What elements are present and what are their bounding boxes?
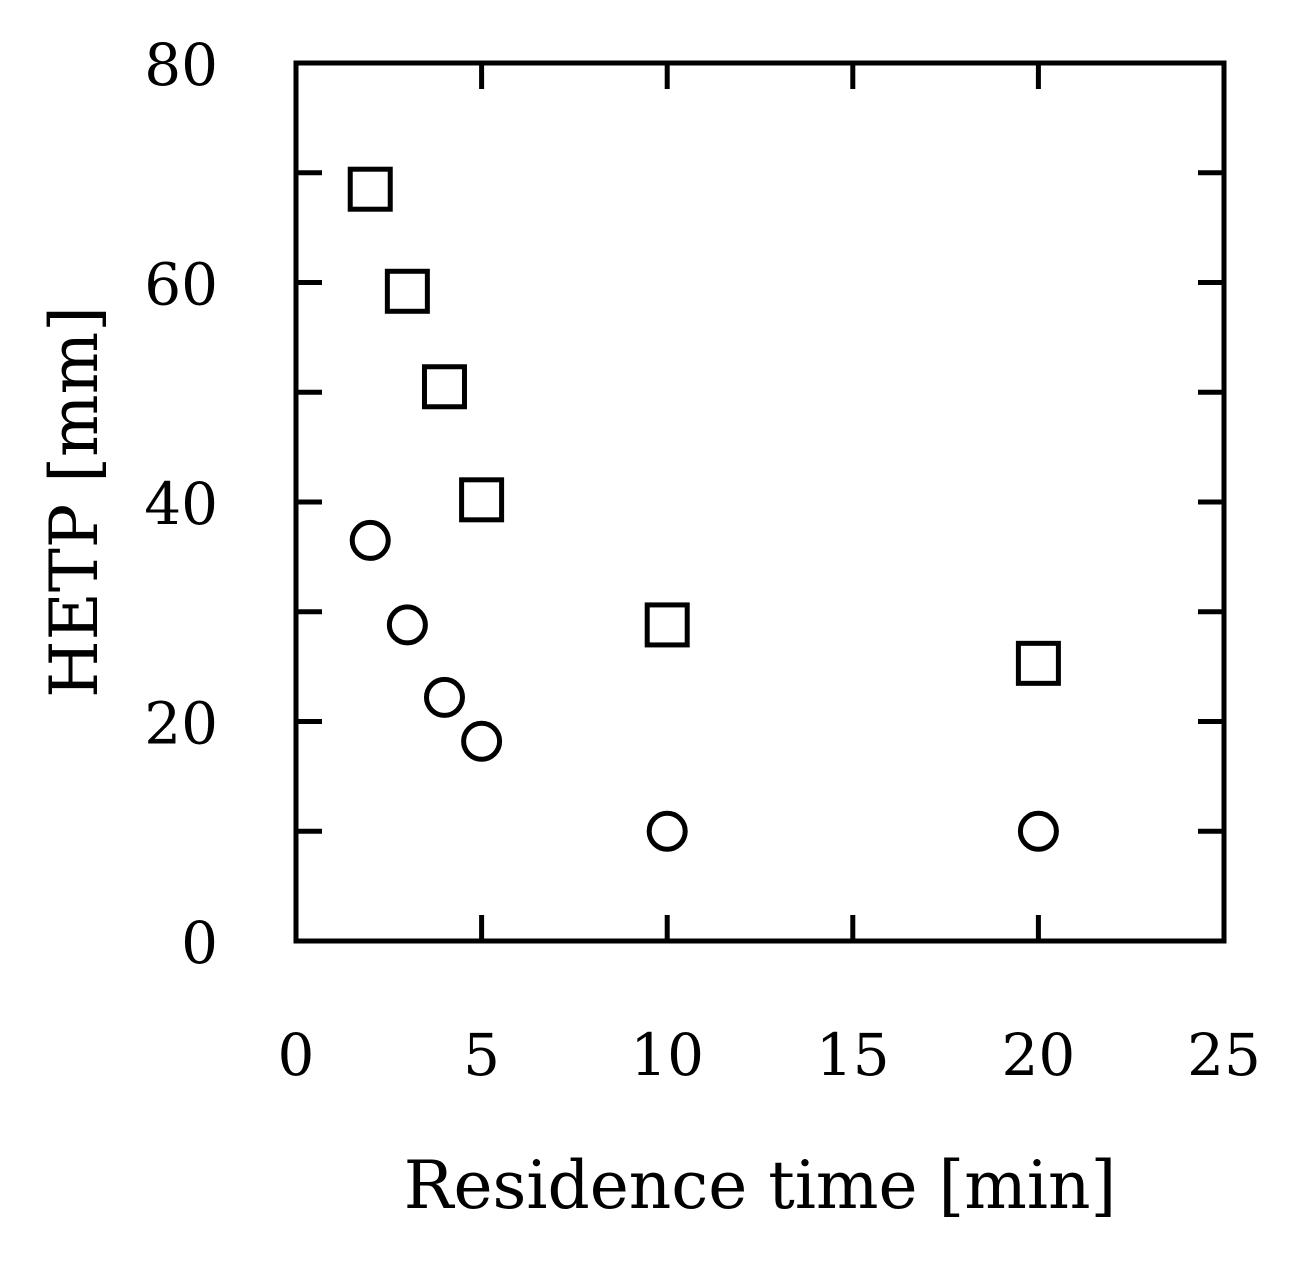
circle-point bbox=[349, 519, 391, 561]
x-tick-label: 15 bbox=[816, 1021, 890, 1089]
circle-point bbox=[386, 604, 428, 646]
y-tick-label: 80 bbox=[144, 31, 218, 99]
square-point bbox=[384, 268, 430, 314]
data-points bbox=[347, 166, 1061, 852]
tick-labels: 0 5 10 15 20 25 0 20 40 60 80 bbox=[144, 31, 1261, 1089]
y-tick-label: 0 bbox=[181, 909, 218, 977]
square-point bbox=[421, 364, 467, 410]
circle-point bbox=[461, 720, 503, 762]
square-point bbox=[644, 602, 690, 648]
x-tick-label: 10 bbox=[630, 1021, 704, 1089]
y-tick-label: 60 bbox=[144, 251, 218, 319]
y-axis-label: HETP [mm] bbox=[36, 306, 113, 698]
square-point bbox=[347, 166, 393, 212]
circle-point bbox=[1017, 810, 1059, 852]
square-point bbox=[459, 477, 505, 523]
y-tick-label: 40 bbox=[144, 470, 218, 538]
plot-frame bbox=[293, 60, 1227, 944]
x-tick-label: 5 bbox=[463, 1021, 500, 1089]
axis-ticks bbox=[293, 60, 1227, 944]
x-tick-label: 20 bbox=[1001, 1021, 1075, 1089]
x-tick-label: 25 bbox=[1187, 1021, 1261, 1089]
x-tick-label: 0 bbox=[278, 1021, 315, 1089]
circle-point bbox=[646, 810, 688, 852]
square-point bbox=[1015, 640, 1061, 686]
y-tick-label: 20 bbox=[144, 690, 218, 758]
x-axis-label: Residence time [min] bbox=[404, 1147, 1117, 1224]
circle-point bbox=[423, 676, 465, 718]
